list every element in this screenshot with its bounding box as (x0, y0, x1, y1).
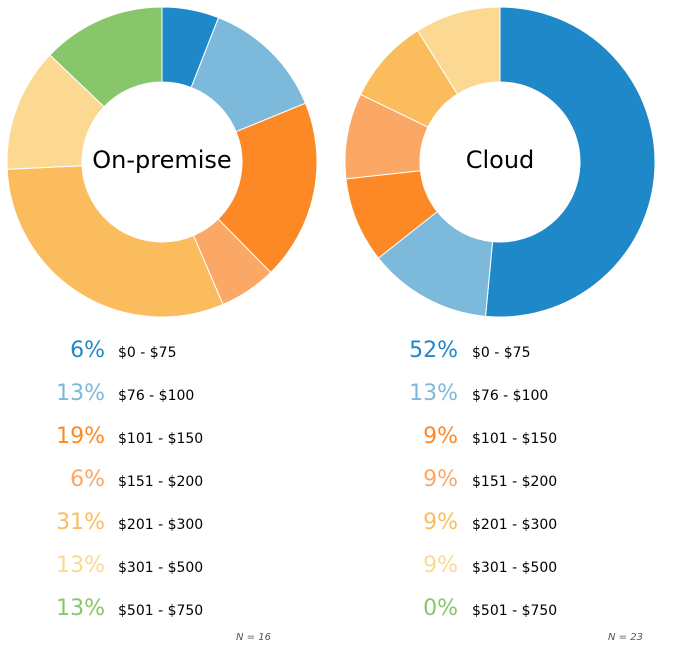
on-premise-legend-row: 13% $76 - $100 (0, 381, 337, 411)
on-premise-legend-row: 13% $501 - $750 (0, 596, 337, 626)
cloud-slice-0 (485, 6, 656, 318)
cloud-category-label: $201 - $300 (472, 517, 558, 533)
cloud-category-label: $301 - $500 (472, 560, 558, 576)
cloud-legend-row: 9% $151 - $200 (338, 467, 675, 497)
cloud-category-label: $101 - $150 (472, 431, 558, 447)
cloud-category-label: $501 - $750 (472, 603, 558, 619)
on-premise-value-label: 6% (70, 338, 105, 363)
cloud-legend-row: 9% $101 - $150 (338, 424, 675, 454)
on-premise-value-label: 19% (56, 424, 105, 449)
cloud-value-label: 9% (423, 553, 458, 578)
on-premise-category-label: $501 - $750 (118, 603, 204, 619)
on-premise-slice-6 (49, 6, 163, 108)
on-premise-slice-4 (6, 165, 224, 318)
cloud-value-label: 9% (423, 467, 458, 492)
on-premise-category-label: $76 - $100 (118, 388, 195, 404)
cloud-donut (344, 6, 656, 318)
on-premise-category-label: $151 - $200 (118, 474, 204, 490)
on-premise-value-label: 13% (56, 381, 105, 406)
on-premise-value-label: 13% (56, 553, 105, 578)
on-premise-panel: On-premise 6% $0 - $75 13% $76 - $100 19% $10… (0, 0, 337, 664)
cloud-category-label: $76 - $100 (472, 388, 549, 404)
cloud-n-label: N = 23 (608, 632, 643, 643)
on-premise-n-label: N = 16 (236, 632, 271, 643)
cloud-value-label: 13% (409, 381, 458, 406)
cloud-legend-row: 13% $76 - $100 (338, 381, 675, 411)
cloud-category-label: $151 - $200 (472, 474, 558, 490)
on-premise-legend-row: 19% $101 - $150 (0, 424, 337, 454)
cloud-slice-5 (416, 6, 501, 95)
cloud-category-label: $0 - $75 (472, 345, 531, 361)
cloud-value-label: 52% (409, 338, 458, 363)
cloud-value-label: 0% (423, 596, 458, 621)
on-premise-category-label: $201 - $300 (118, 517, 204, 533)
on-premise-legend-row: 6% $0 - $75 (0, 338, 337, 368)
on-premise-donut (6, 6, 318, 318)
cloud-legend-row: 52% $0 - $75 (338, 338, 675, 368)
cloud-value-label: 9% (423, 510, 458, 535)
on-premise-category-label: $0 - $75 (118, 345, 177, 361)
on-premise-value-label: 31% (56, 510, 105, 535)
on-premise-legend-row: 31% $201 - $300 (0, 510, 337, 540)
on-premise-value-label: 13% (56, 596, 105, 621)
on-premise-category-label: $301 - $500 (118, 560, 204, 576)
on-premise-slice-2 (217, 102, 318, 274)
cloud-legend-row: 9% $201 - $300 (338, 510, 675, 540)
on-premise-value-label: 6% (70, 467, 105, 492)
on-premise-center-label: On-premise (92, 146, 232, 174)
on-premise-legend-row: 6% $151 - $200 (0, 467, 337, 497)
cloud-value-label: 9% (423, 424, 458, 449)
cloud-panel: Cloud 52% $0 - $75 13% $76 - $100 9% $101 - $… (338, 0, 675, 664)
cloud-legend-row: 9% $301 - $500 (338, 553, 675, 583)
cloud-legend-row: 0% $501 - $750 (338, 596, 675, 626)
cloud-center-label: Cloud (465, 146, 535, 174)
on-premise-category-label: $101 - $150 (118, 431, 204, 447)
on-premise-legend-row: 13% $301 - $500 (0, 553, 337, 583)
